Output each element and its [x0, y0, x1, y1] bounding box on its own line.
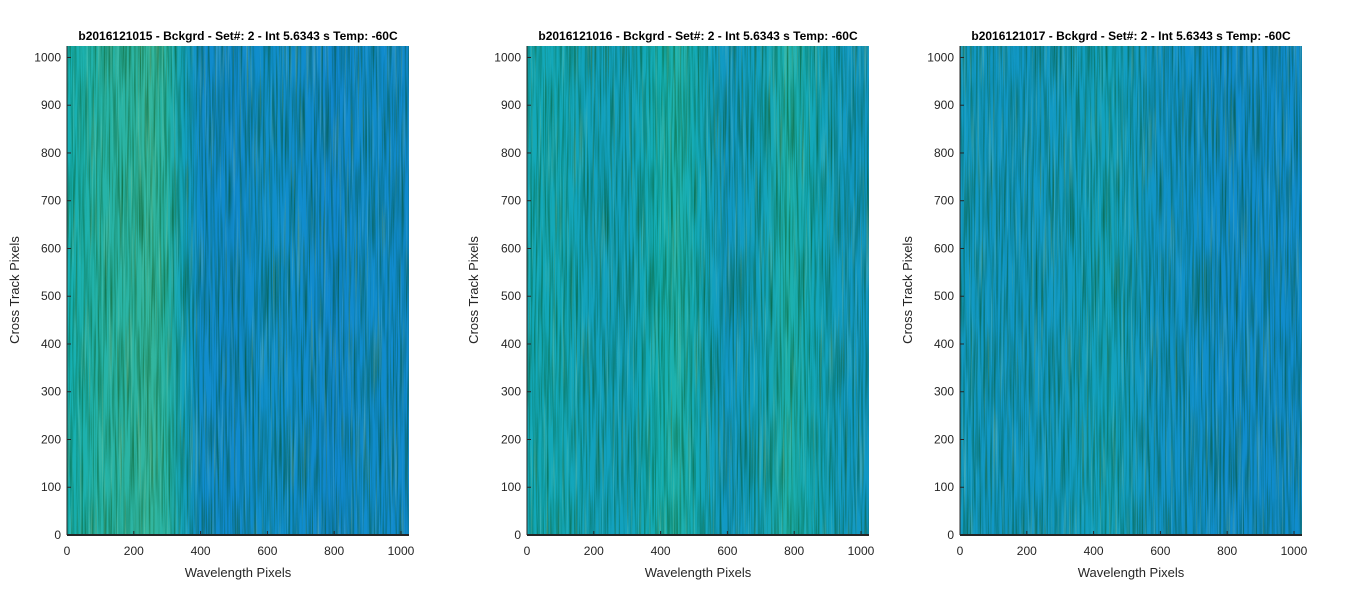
y-tick-label: 900 [501, 98, 521, 112]
heatmap-image [960, 46, 1302, 535]
x-tick-label: 0 [64, 544, 71, 558]
x-tick-label: 200 [1017, 544, 1037, 558]
y-tick-label: 400 [501, 337, 521, 351]
heatmap-panel-3: b2016121017 - Bckgrd - Set#: 2 - Int 5.6… [900, 29, 1308, 580]
y-tick-label: 100 [41, 480, 61, 494]
y-tick-label: 1000 [34, 50, 61, 64]
x-tick-label: 200 [584, 544, 604, 558]
y-tick-label: 900 [41, 98, 61, 112]
image-area [67, 46, 409, 535]
x-tick-label: 600 [1150, 544, 1170, 558]
x-axis-label: Wavelength Pixels [185, 565, 292, 580]
x-tick-label: 600 [717, 544, 737, 558]
chart-title: b2016121015 - Bckgrd - Set#: 2 - Int 5.6… [78, 29, 398, 43]
y-axis-label: Cross Track Pixels [900, 236, 915, 344]
x-axis-label: Wavelength Pixels [1078, 565, 1185, 580]
axes: 0 200 400 600 800 1000 0 100 200 300 400 500 600 700 8… [927, 46, 1308, 558]
x-tick-label: 1000 [1281, 544, 1308, 558]
y-tick-label: 800 [934, 146, 954, 160]
y-tick-label: 0 [54, 528, 61, 542]
heatmap-light-streaks [67, 46, 409, 535]
y-tick-label: 500 [934, 289, 954, 303]
y-tick-label: 200 [934, 432, 954, 446]
y-tick-label: 0 [514, 528, 521, 542]
heatmap-image [67, 46, 409, 535]
y-tick-label: 100 [934, 480, 954, 494]
x-tick-label: 200 [124, 544, 144, 558]
y-tick-label: 100 [501, 480, 521, 494]
heatmap-panel-2: b2016121016 - Bckgrd - Set#: 2 - Int 5.6… [466, 29, 875, 580]
y-tick-label: 900 [934, 98, 954, 112]
chart-title: b2016121016 - Bckgrd - Set#: 2 - Int 5.6… [538, 29, 858, 43]
y-tick-label: 300 [41, 385, 61, 399]
y-tick-label: 700 [41, 194, 61, 208]
y-tick-label: 500 [501, 289, 521, 303]
x-tick-label: 600 [257, 544, 277, 558]
x-tick-label: 800 [1217, 544, 1237, 558]
heatmap-light-streaks [527, 46, 869, 535]
y-tick-label: 600 [501, 241, 521, 255]
heatmap-light-streaks [960, 46, 1302, 535]
axes: 0 200 400 600 800 1000 0 100 200 300 400 500 600 700 8… [34, 46, 415, 558]
x-tick-label: 0 [957, 544, 964, 558]
x-tick-label: 1000 [848, 544, 875, 558]
heatmap-image [527, 46, 869, 535]
heatmap-panel-1: b2016121015 - Bckgrd - Set#: 2 - Int 5.6… [7, 29, 415, 580]
x-tick-label: 800 [324, 544, 344, 558]
y-tick-label: 400 [934, 337, 954, 351]
chart-title: b2016121017 - Bckgrd - Set#: 2 - Int 5.6… [971, 29, 1291, 43]
y-axis-label: Cross Track Pixels [7, 236, 22, 344]
y-tick-label: 800 [41, 146, 61, 160]
y-tick-label: 300 [934, 385, 954, 399]
axes: 0 200 400 600 800 1000 0 100 200 300 400 500 600 700 8… [494, 46, 875, 558]
y-tick-label: 200 [501, 432, 521, 446]
y-tick-label: 600 [934, 241, 954, 255]
x-tick-label: 400 [1084, 544, 1104, 558]
y-tick-label: 800 [501, 146, 521, 160]
y-tick-label: 1000 [494, 50, 521, 64]
image-area [960, 46, 1302, 535]
y-tick-label: 500 [41, 289, 61, 303]
x-tick-label: 0 [524, 544, 531, 558]
y-axis-label: Cross Track Pixels [466, 236, 481, 344]
y-tick-label: 400 [41, 337, 61, 351]
x-tick-label: 400 [651, 544, 671, 558]
x-tick-label: 400 [191, 544, 211, 558]
y-tick-label: 700 [501, 194, 521, 208]
x-tick-label: 1000 [388, 544, 415, 558]
y-tick-label: 200 [41, 432, 61, 446]
y-tick-label: 0 [947, 528, 954, 542]
x-tick-label: 800 [784, 544, 804, 558]
y-tick-label: 300 [501, 385, 521, 399]
y-tick-label: 700 [934, 194, 954, 208]
image-area [527, 46, 869, 535]
y-tick-label: 600 [41, 241, 61, 255]
x-axis-label: Wavelength Pixels [645, 565, 752, 580]
y-tick-label: 1000 [927, 50, 954, 64]
